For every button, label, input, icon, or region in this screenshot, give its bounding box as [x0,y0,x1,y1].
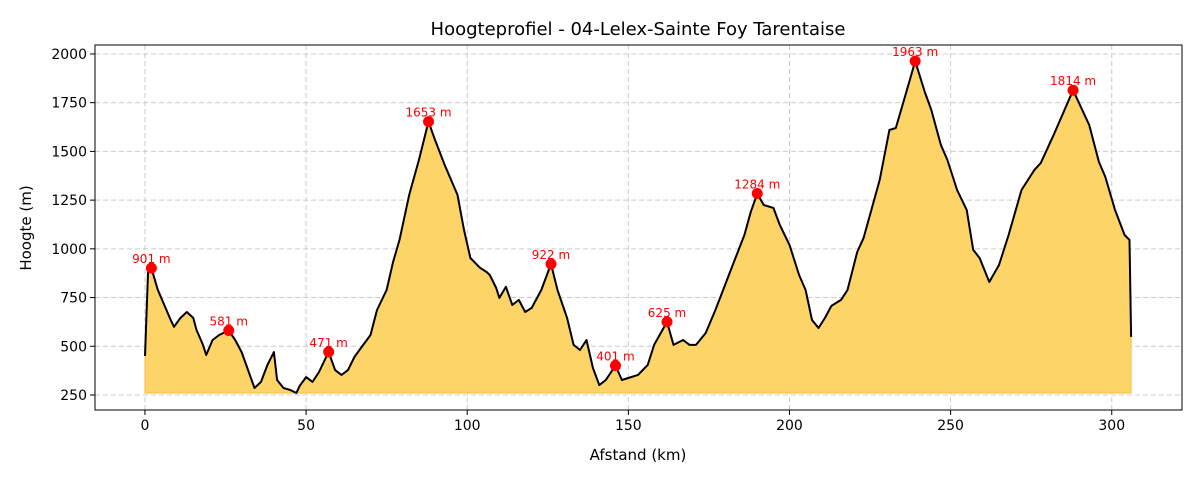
elevation-line [144,60,1133,394]
peak-markers: 901 m 581 m 471 m 1653 m 922 m 401 m 625 m 1284… [132,45,1096,372]
peak-marker [423,116,435,128]
x-tick-label: 0 [140,418,149,434]
peak-label: 1814 m [1050,74,1096,88]
peak-marker [545,258,557,270]
y-tick-label: 2000 [51,47,87,63]
peak-marker [909,55,921,67]
y-axis-label: Hoogte (m) [17,185,35,270]
peak-label: 1284 m [734,177,780,191]
peak-marker [145,262,157,274]
y-tick-label: 1000 [51,242,87,258]
x-tick-label: 150 [615,418,642,434]
plot-frame [94,44,1183,411]
peak-label: 901 m [132,252,170,266]
x-tick-label: 250 [937,418,964,434]
peak-label: 1963 m [892,45,938,59]
y-tick-label: 500 [60,339,87,355]
y-tick-label: 1250 [51,193,87,209]
peak-label: 625 m [648,306,686,320]
peak-label: 922 m [532,248,570,262]
x-tick-label: 300 [1098,418,1125,434]
x-tick-label: 200 [776,418,803,434]
y-tick-label: 1750 [51,96,87,112]
y-tick-label: 1500 [51,144,87,160]
peak-label: 401 m [596,350,634,364]
peak-label: 581 m [210,314,248,328]
peak-marker [1067,84,1079,96]
y-tick-label: 750 [60,291,87,307]
x-tick-label: 100 [454,418,481,434]
peak-marker [661,316,673,328]
peak-marker [223,324,235,336]
peak-marker [751,187,763,199]
y-tick-label: 250 [60,388,87,404]
x-tick-label: 50 [297,418,315,434]
peak-label: 1653 m [406,106,452,120]
chart-title: Hoogteprofiel - 04-Lelex-Sainte Foy Tare… [431,19,846,40]
peak-marker [323,346,335,358]
axis-ticks: 0 50 100 150 200 250 300 250 500 750 1000 1250 1500 1… [51,47,1125,434]
peak-label: 471 m [309,336,347,350]
x-axis-label: Afstand (km) [590,446,687,464]
peak-marker [609,360,621,372]
